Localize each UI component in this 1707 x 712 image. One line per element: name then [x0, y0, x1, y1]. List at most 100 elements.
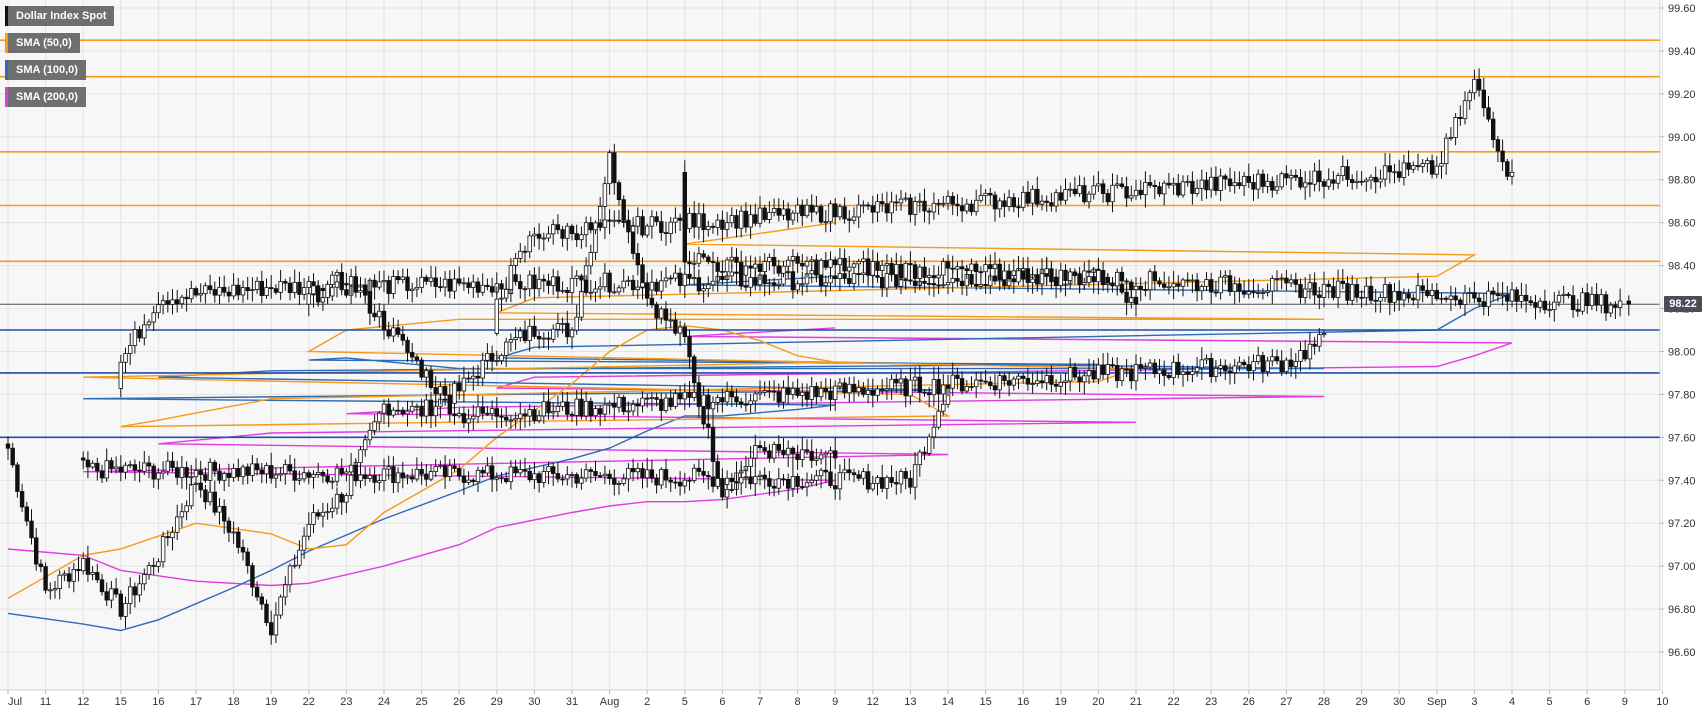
- candle-bullish: [1115, 271, 1120, 287]
- candle-bullish: [1382, 165, 1388, 180]
- candle-bullish: [250, 463, 255, 476]
- candle-bearish: [207, 285, 213, 290]
- candle-bullish: [320, 297, 326, 303]
- candle-bullish: [231, 468, 236, 478]
- candle-bearish: [1100, 364, 1106, 375]
- candle-bullish: [1232, 182, 1237, 187]
- candle-bullish: [231, 531, 236, 534]
- candle-bullish: [123, 464, 128, 473]
- legend-sma200: SMA (200,0): [5, 87, 86, 107]
- candle-bearish: [546, 401, 551, 414]
- candle-bearish: [771, 485, 777, 489]
- candle-bearish: [969, 386, 974, 388]
- candle-bullish: [856, 204, 861, 218]
- candle-bearish: [1298, 283, 1303, 298]
- candle-bullish: [301, 472, 307, 480]
- candle-bearish: [95, 572, 100, 581]
- candle-bullish: [1321, 333, 1327, 336]
- candle-bearish: [908, 477, 913, 488]
- candle-bearish: [1359, 180, 1364, 183]
- x-tick-label: 5: [1547, 696, 1553, 708]
- candle-bearish: [1523, 294, 1529, 302]
- candle-bullish: [588, 252, 593, 267]
- candle-bearish: [1585, 292, 1590, 307]
- candle-bearish: [856, 474, 861, 479]
- candle-bullish: [706, 284, 711, 290]
- candle-bullish: [1147, 271, 1153, 291]
- candle-bullish: [278, 473, 283, 476]
- candle-bearish: [786, 479, 791, 489]
- candle-bearish: [203, 489, 208, 503]
- candle-bearish: [663, 232, 669, 234]
- candle-bullish: [518, 250, 523, 259]
- candle-bearish: [532, 409, 537, 421]
- candle-bearish: [1317, 294, 1322, 298]
- candle-bullish: [203, 285, 208, 294]
- candle-bullish: [1415, 285, 1421, 301]
- candle-bullish: [452, 278, 457, 292]
- candle-bullish: [1265, 181, 1270, 187]
- candle-bullish: [781, 265, 786, 274]
- candle-bullish: [381, 468, 387, 481]
- candle-bullish: [499, 297, 504, 300]
- candle-bearish: [842, 206, 847, 220]
- candle-bullish: [287, 565, 293, 586]
- candle-bearish: [598, 408, 603, 415]
- candle-bearish: [381, 310, 387, 331]
- candle-bullish: [931, 426, 937, 438]
- candle-bearish: [1481, 301, 1486, 308]
- candle-bullish: [875, 477, 880, 484]
- candle-bullish: [856, 261, 861, 265]
- x-tick-label: Jul: [8, 696, 22, 708]
- candle-bullish: [1307, 282, 1313, 290]
- candle-bullish: [692, 391, 697, 398]
- candle-bearish: [254, 463, 260, 471]
- candle-bullish: [724, 391, 730, 403]
- candle-bullish: [1378, 297, 1383, 302]
- candle-bullish: [898, 198, 904, 204]
- candle-bullish: [626, 410, 631, 413]
- candle-bullish: [1293, 361, 1298, 367]
- candle-bearish: [254, 586, 260, 598]
- candle-bearish: [677, 393, 683, 400]
- candle-bearish: [720, 397, 725, 403]
- candle-bullish: [978, 195, 984, 201]
- candle-bearish: [76, 568, 81, 572]
- candle-bullish: [1561, 293, 1566, 296]
- candle-bullish: [217, 505, 222, 513]
- candle-bearish: [1176, 283, 1181, 287]
- legend-sma50: SMA (50,0): [5, 33, 80, 53]
- candle-bullish: [428, 277, 434, 282]
- candle-bearish: [1307, 182, 1313, 185]
- candle-bearish: [1284, 277, 1289, 284]
- candle-bearish: [1453, 295, 1458, 301]
- y-tick-label: 99.20: [1668, 89, 1696, 101]
- candle-bearish: [151, 465, 156, 480]
- candle-bearish: [1025, 191, 1031, 204]
- candle-bullish: [884, 273, 890, 289]
- candle-bullish: [123, 603, 128, 617]
- candle-bullish: [1307, 343, 1313, 360]
- candle-bullish: [1180, 371, 1186, 375]
- candle-bearish: [1049, 268, 1054, 279]
- candle-bearish: [1082, 185, 1087, 203]
- candle-bullish: [438, 465, 443, 468]
- candle-bullish: [941, 284, 946, 287]
- candle-bearish: [1072, 188, 1078, 195]
- candle-bearish: [630, 468, 636, 473]
- candle-bullish: [325, 511, 330, 514]
- candle-bearish: [588, 222, 593, 231]
- candle-bearish: [1298, 176, 1303, 188]
- candle-bullish: [1171, 182, 1176, 186]
- candle-bullish: [527, 235, 532, 253]
- candle-bullish: [640, 282, 645, 288]
- candle-bullish: [1021, 268, 1026, 272]
- candle-bullish: [739, 210, 744, 229]
- candle-bullish: [1166, 286, 1172, 289]
- y-tick-label: 97.20: [1668, 518, 1696, 530]
- candle-bearish: [297, 281, 302, 295]
- candle-bullish: [583, 469, 589, 479]
- candle-bearish: [1138, 364, 1143, 369]
- candle-bullish: [969, 263, 974, 272]
- candle-bearish: [1039, 380, 1045, 384]
